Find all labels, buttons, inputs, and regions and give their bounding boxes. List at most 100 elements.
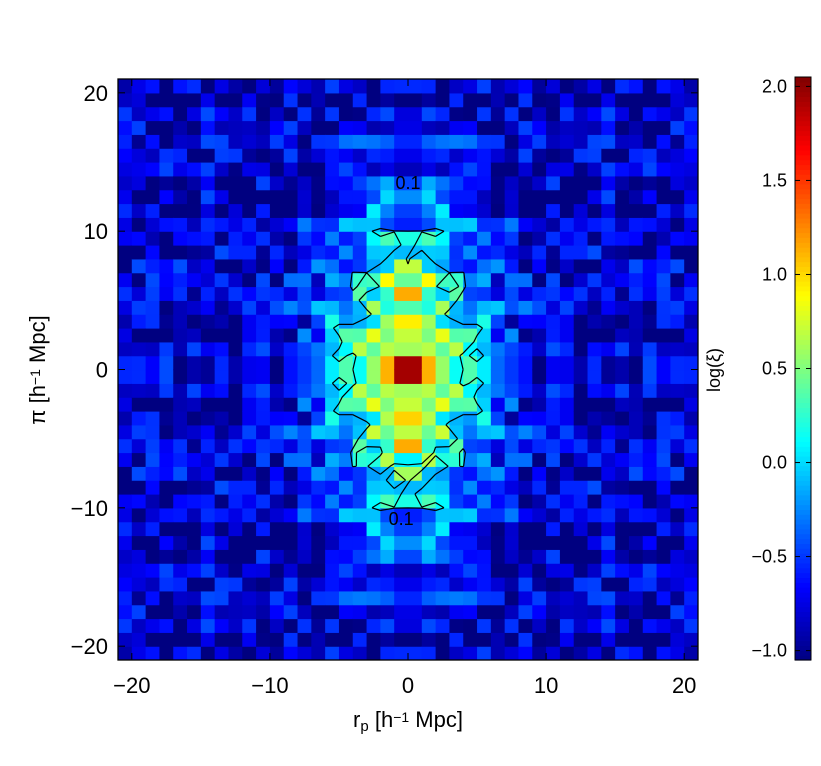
heatmap-cell — [159, 535, 174, 550]
heatmap-cell — [408, 231, 423, 246]
heatmap-cell — [656, 521, 671, 537]
heatmap-cell — [242, 120, 257, 135]
heatmap-cell — [187, 590, 202, 606]
heatmap-cell — [297, 549, 312, 564]
heatmap-cell — [256, 618, 271, 633]
heatmap-cell — [256, 480, 271, 495]
heatmap-cell — [338, 369, 354, 384]
heatmap-cell — [421, 217, 437, 232]
heatmap-cell — [159, 189, 174, 205]
heatmap-cell — [408, 632, 423, 647]
heatmap-cell — [228, 480, 243, 495]
heatmap-cell — [394, 314, 409, 329]
heatmap-cell — [297, 162, 312, 177]
colorbar-tick-label: 0.0 — [762, 453, 787, 473]
heatmap-cell — [173, 466, 188, 481]
heatmap-cell — [200, 203, 216, 218]
heatmap-cell — [325, 452, 340, 467]
heatmap-cell — [628, 383, 644, 398]
heatmap-cell — [532, 494, 547, 509]
heatmap-cell — [573, 189, 589, 205]
heatmap-cell — [325, 231, 340, 246]
heatmap-cell — [463, 189, 478, 205]
heatmap-cell — [187, 92, 202, 108]
heatmap-cell — [366, 563, 381, 578]
heatmap-cell — [173, 646, 188, 660]
heatmap-cell — [587, 452, 602, 467]
heatmap-cell — [145, 328, 161, 343]
heatmap-cell — [615, 134, 630, 149]
heatmap-cell — [421, 397, 437, 412]
heatmap-cell — [463, 328, 478, 343]
heatmap-cell — [228, 175, 243, 191]
heatmap-cell — [118, 286, 133, 301]
heatmap-cell — [435, 355, 451, 371]
heatmap-cell — [311, 203, 326, 218]
heatmap-cell — [366, 438, 381, 454]
colorbar-segment — [795, 237, 811, 243]
heatmap-cell — [477, 618, 492, 633]
heatmap-cell — [297, 300, 312, 315]
heatmap-cell — [311, 300, 326, 315]
heatmap-cell — [490, 175, 506, 191]
heatmap-cell — [477, 148, 492, 163]
heatmap-cell — [325, 203, 340, 218]
heatmap-cell — [283, 604, 299, 620]
heatmap-cell — [670, 466, 685, 481]
heatmap-cell — [366, 507, 381, 523]
heatmap-cell — [421, 162, 437, 177]
heatmap-cell — [573, 92, 589, 108]
heatmap-cell — [615, 341, 630, 357]
heatmap-cell — [518, 300, 533, 315]
heatmap-cell — [408, 300, 423, 315]
heatmap-cell — [380, 162, 395, 177]
heatmap-cell — [159, 466, 174, 481]
colorbar-segment — [795, 387, 811, 394]
heatmap-cell — [504, 120, 520, 135]
heatmap-cell — [656, 120, 671, 135]
heatmap-cell — [187, 148, 202, 163]
heatmap-cell — [366, 189, 381, 205]
heatmap-cell — [297, 383, 312, 398]
heatmap-cell — [145, 604, 161, 620]
heatmap-cell — [118, 521, 133, 537]
heatmap-cell — [159, 397, 174, 412]
heatmap-cell — [449, 328, 464, 343]
heatmap-cell — [283, 328, 299, 343]
heatmap-cell — [684, 231, 698, 246]
heatmap-cell — [214, 383, 230, 398]
heatmap-cell — [601, 175, 616, 191]
heatmap-cell — [394, 300, 409, 315]
heatmap-cell — [173, 480, 188, 495]
heatmap-cell — [504, 286, 520, 301]
heatmap-cell — [173, 328, 188, 343]
heatmap-cell — [380, 314, 395, 329]
heatmap-cell — [311, 507, 326, 523]
colorbar-segment — [795, 251, 811, 258]
heatmap-cell — [311, 466, 326, 481]
heatmap-cell — [490, 92, 506, 108]
heatmap-cell — [559, 314, 575, 329]
heatmap-cell — [214, 507, 230, 523]
colorbar-segment — [795, 519, 811, 525]
heatmap-cell — [518, 258, 533, 274]
heatmap-cell — [587, 175, 602, 191]
heatmap-cell — [338, 175, 354, 191]
heatmap-cell — [408, 590, 423, 606]
heatmap-cell — [532, 272, 547, 288]
heatmap-cell — [615, 383, 630, 398]
heatmap-cell — [256, 189, 271, 205]
colorbar-segment — [795, 174, 811, 180]
heatmap-cell — [187, 507, 202, 523]
heatmap-cell — [256, 411, 271, 426]
heatmap-cell — [546, 189, 561, 205]
heatmap-cell — [573, 646, 589, 660]
heatmap-cell — [366, 383, 381, 398]
colorbar-segment — [795, 208, 811, 214]
heatmap-cell — [490, 300, 506, 315]
heatmap-cell — [145, 92, 161, 108]
heatmap-cell — [283, 577, 299, 592]
heatmap-cell — [504, 383, 520, 398]
heatmap-cell — [338, 577, 354, 592]
heatmap-cell — [187, 314, 202, 329]
